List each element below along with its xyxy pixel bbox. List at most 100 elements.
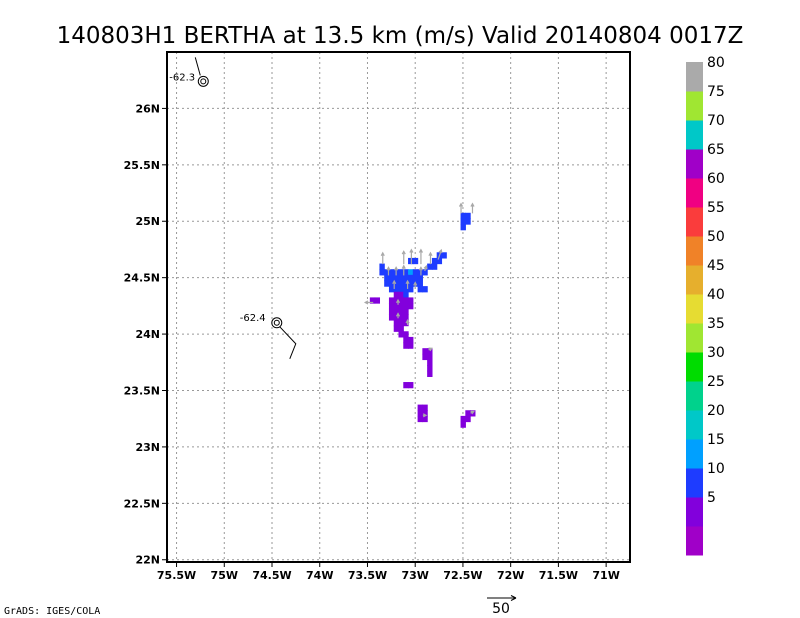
colorbar-bin-12 bbox=[686, 178, 703, 208]
wind-cell-89 bbox=[408, 382, 414, 389]
wind-cell-14 bbox=[379, 269, 385, 276]
x-tick-label-5: 73W bbox=[401, 569, 428, 582]
colorbar-bin-4 bbox=[686, 410, 703, 440]
plot-frame bbox=[166, 51, 631, 563]
colorbar-bin-15 bbox=[686, 91, 703, 121]
wind-cell-39 bbox=[417, 280, 423, 287]
colorbar-bin-1 bbox=[686, 497, 703, 527]
wind-cell-99 bbox=[465, 415, 471, 423]
wind-vector-9 bbox=[394, 266, 399, 276]
wind-cell-72 bbox=[403, 319, 409, 327]
colorbar-bin-14 bbox=[686, 120, 703, 150]
wind-vector-6 bbox=[428, 251, 433, 265]
drop-marker-barb bbox=[194, 57, 201, 76]
wind-cell-9 bbox=[427, 263, 433, 270]
wind-cell-34 bbox=[393, 280, 400, 287]
colorbar-bin-7 bbox=[686, 323, 703, 353]
wind-cell-19 bbox=[403, 269, 409, 276]
colorbar-bin-16 bbox=[686, 62, 703, 92]
x-tick-label-6: 72.5W bbox=[443, 569, 482, 582]
wind-cell-98 bbox=[460, 415, 466, 423]
wind-cell-4 bbox=[460, 224, 466, 231]
x-tick-label-8: 71.5W bbox=[539, 569, 578, 582]
wind-cell-42 bbox=[398, 286, 404, 293]
wind-vector-20 bbox=[428, 347, 433, 352]
reference-vector: 50 bbox=[487, 595, 517, 617]
drop-marker-barb bbox=[279, 326, 297, 359]
wind-vector-16 bbox=[363, 300, 374, 305]
grads-credit: GrADS: IGES/COLA bbox=[4, 606, 100, 617]
y-tick-label-3: 23.5N bbox=[124, 384, 160, 397]
drop-marker-1: -62.4 bbox=[240, 313, 297, 359]
wind-cell-25 bbox=[388, 274, 395, 282]
wind-cell-75 bbox=[398, 331, 404, 338]
wind-vectors bbox=[363, 202, 475, 418]
dropsonde-markers: -62.3 -62.4 bbox=[169, 57, 297, 359]
colorbar-label-3: 20 bbox=[707, 403, 725, 419]
y-tick-label-2: 23N bbox=[135, 441, 160, 454]
wind-cell-85 bbox=[427, 359, 433, 366]
wind-cell-63 bbox=[393, 308, 400, 315]
colorbar-bin-2 bbox=[686, 468, 703, 498]
colorbar-bin-11 bbox=[686, 207, 703, 237]
x-tick-label-7: 72W bbox=[497, 569, 524, 582]
plot-title: 140803H1 BERTHA at 13.5 km (m/s) Valid 2… bbox=[57, 23, 744, 49]
colorbar-label-15: 80 bbox=[707, 55, 725, 71]
wind-cell-56 bbox=[408, 297, 414, 304]
colorbar-label-1: 10 bbox=[707, 461, 725, 477]
wind-cell-65 bbox=[403, 308, 409, 315]
wind-cell-52 bbox=[388, 297, 395, 304]
wind-cell-7 bbox=[431, 257, 438, 265]
colorbar-label-2: 15 bbox=[707, 432, 725, 448]
wind-cell-70 bbox=[393, 319, 400, 327]
wind-cell-100 bbox=[460, 421, 466, 428]
x-tick-label-1: 75W bbox=[211, 569, 238, 582]
colorbar-bin-5 bbox=[686, 381, 703, 411]
colorbar-label-14: 75 bbox=[707, 84, 725, 100]
wind-cell-10 bbox=[431, 263, 438, 270]
wind-vector-19 bbox=[405, 319, 410, 326]
wind-cell-26 bbox=[393, 274, 400, 282]
wind-cell-12 bbox=[412, 257, 419, 265]
colorbar-label-9: 50 bbox=[707, 229, 725, 245]
drop-marker-outer-ring bbox=[271, 317, 283, 329]
wind-vector-11 bbox=[418, 266, 423, 276]
wind-cell-88 bbox=[403, 382, 409, 389]
wind-cell-46 bbox=[422, 286, 428, 293]
wind-cell-74 bbox=[398, 325, 404, 332]
wind-cell-40 bbox=[388, 286, 395, 293]
drop-marker-label: -62.3 bbox=[169, 72, 195, 83]
wind-cell-16 bbox=[388, 269, 395, 276]
wind-cell-18 bbox=[398, 269, 404, 276]
wind-cell-83 bbox=[422, 353, 428, 361]
wind-cell-91 bbox=[422, 404, 428, 411]
wind-cell-73 bbox=[393, 325, 400, 332]
wind-vector-5 bbox=[418, 248, 423, 265]
colorbar-label-10: 55 bbox=[707, 200, 725, 216]
wind-cell-13 bbox=[379, 263, 385, 270]
drop-marker-label: -62.4 bbox=[240, 313, 266, 324]
y-tick-label-8: 26N bbox=[135, 102, 160, 115]
wind-cell-23 bbox=[422, 269, 428, 276]
colorbar: 5 10 15 20 25 30 35 40 45 50 55 60 65 70 75 80 bbox=[686, 55, 725, 556]
wind-cell-55 bbox=[403, 297, 409, 304]
wind-cell-77 bbox=[403, 336, 409, 344]
wind-cell-93 bbox=[422, 410, 428, 417]
wind-speed-field bbox=[369, 212, 476, 428]
colorbar-bin-9 bbox=[686, 265, 703, 295]
wind-vector-18 bbox=[395, 312, 401, 319]
wind-cell-69 bbox=[403, 314, 409, 321]
wind-cell-66 bbox=[388, 314, 395, 321]
wind-cell-47 bbox=[393, 291, 400, 299]
colorbar-bin-6 bbox=[686, 352, 703, 382]
drop-marker-inner-ring bbox=[273, 319, 280, 326]
wind-cell-60 bbox=[403, 303, 409, 310]
wind-cell-20 bbox=[408, 269, 414, 276]
wind-vector-12 bbox=[392, 279, 397, 289]
wind-vector-21 bbox=[422, 413, 428, 418]
wind-vector-1 bbox=[470, 202, 475, 214]
wind-cell-1 bbox=[465, 212, 471, 220]
wind-vector-0 bbox=[458, 202, 464, 214]
wind-cell-76 bbox=[403, 331, 409, 338]
drop-marker-0: -62.3 bbox=[169, 57, 209, 87]
